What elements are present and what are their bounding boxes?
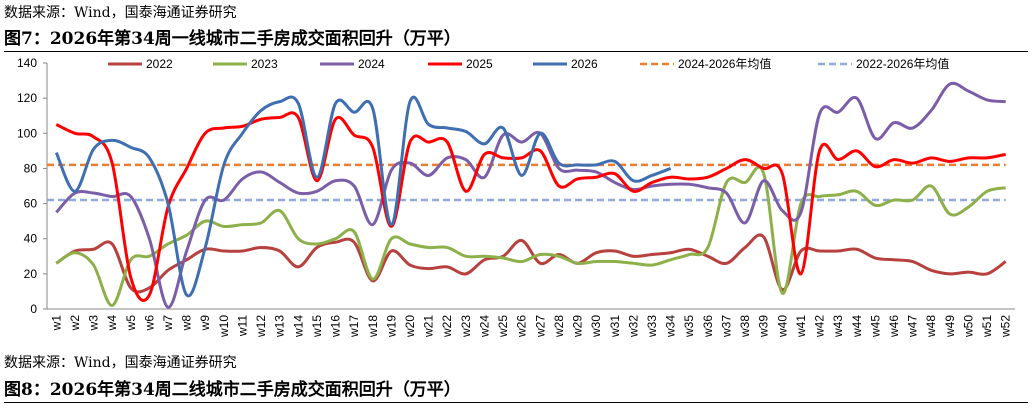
x-tick-label: w28 [552,315,566,338]
x-tick-label: w9 [198,315,212,332]
x-tick-label: w45 [868,315,882,338]
x-tick-label: w48 [924,315,938,338]
chart: 0 20 40 60 80 100 120 140 w1 w2 w3 w4 w5 w6 w7 w8 w9 w10 w… [17,56,1015,338]
x-tick-label: w7 [161,315,175,332]
legend-label: 2022 [146,57,173,71]
x-tick-label: w47 [906,315,920,338]
x-tick-label: w41 [794,315,808,338]
x-tick-label: w36 [701,315,715,338]
x-tick-label: w25 [496,315,510,338]
source: 数据来源：Wind，国泰海通证券研究 [4,5,237,21]
x-tick-label: w37 [719,315,733,338]
x-tick-label: w22 [440,315,454,338]
x-tick-label: w39 [757,315,771,338]
x-tick-label: w13 [273,315,287,338]
x-tick-label: w44 [850,315,864,338]
x-tick-label: w31 [608,315,622,338]
x-tick-label: w11 [235,315,249,337]
x-tick-label: w14 [291,315,305,338]
series-line [55,165,1006,307]
y-tick-label: 100 [17,126,37,140]
x-tick-label: w20 [403,315,417,338]
x-tick-label: w32 [626,315,640,338]
x-tick-label: w16 [329,315,343,338]
x-tick-label: w42 [813,315,827,338]
x-tick-label: w2 [68,315,82,332]
legend-label: 2025 [466,57,493,71]
x-tick-label: w51 [980,315,994,338]
x-tick-label: w21 [422,315,436,338]
x-tick-label: w5 [124,315,138,332]
x-tick-label: w35 [682,315,696,338]
x-tick-label: w4 [105,315,119,332]
x-tick-label: w46 [887,315,901,338]
x-tick-label: w29 [571,315,585,338]
x-tick-label: w38 [738,315,752,338]
y-tick-label: 20 [24,267,38,281]
x-tick-label: w12 [254,315,268,338]
y-tick-label: 140 [17,56,37,70]
x-tick-label: w33 [645,315,659,338]
legend-label: 2023 [251,57,278,71]
y-tick-label: 80 [24,161,38,175]
legend-label: 2022-2026年均值 [856,56,949,71]
series-line [55,81,1006,309]
x-tick-label: w23 [459,315,473,338]
x-tick-label: w3 [87,315,101,332]
x-tick-label: w50 [961,315,975,338]
y-tick-label: 0 [30,302,37,316]
x-tick-label: w1 [49,315,63,332]
series-line [55,233,1007,294]
y-tick-label: 60 [24,197,38,211]
next-title: 图8：2026年第34周二线城市二手房成交面积回升（万平） [4,375,1028,403]
x-tick-label: w43 [831,315,845,338]
series-line [55,111,1006,302]
chart-title: 图7：2026年第34周一线城市二手房成交面积回升（万平） [4,24,1028,52]
x-tick-label: w52 [999,315,1013,338]
legend-label: 2024-2026年均值 [678,56,771,71]
x-tick-label: w18 [366,315,380,338]
legend-label: 2024 [358,57,385,71]
source: 数据来源：Wind，国泰海通证券研究 [4,355,237,371]
x-tick-label: w10 [217,315,231,338]
x-tick-label: w27 [533,315,547,338]
legend-label: 2026 [571,57,598,71]
x-tick-label: w26 [515,315,529,338]
x-tick-label: w49 [943,315,957,338]
x-tick-label: w15 [310,315,324,338]
x-tick-label: w24 [477,315,491,338]
x-tick-label: w6 [142,315,156,332]
x-tick-label: w19 [384,315,398,338]
x-tick-label: w34 [664,315,678,338]
x-tick-label: w30 [589,315,603,338]
x-tick-label: w40 [775,315,789,338]
x-tick-label: w17 [347,315,361,338]
series-line [54,95,672,298]
y-tick-label: 120 [17,91,37,105]
x-tick-label: w8 [180,315,194,332]
y-tick-label: 40 [24,232,38,246]
